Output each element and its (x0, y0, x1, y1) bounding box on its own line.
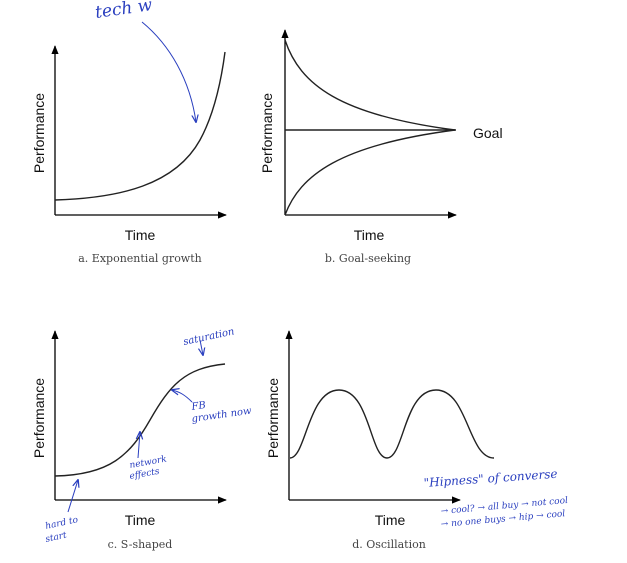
y-axis-label: Performance (31, 93, 47, 173)
caption: c. S-shaped (108, 538, 173, 551)
annotation-hipness: "Hipness" of converse (423, 467, 558, 490)
oscillation-curve (289, 389, 495, 459)
panel-s-shaped: Performance Time c. S-shaped (31, 330, 227, 551)
panel-exponential-growth: Performance Time a. Exponential growth (31, 45, 227, 265)
annotation-network-arrow (138, 432, 140, 459)
x-axis-label: Time (375, 512, 406, 528)
y-axis-label: Performance (259, 93, 275, 173)
caption: d. Oscillation (352, 538, 426, 551)
y-axis-label: Performance (31, 378, 47, 458)
goal-label: Goal (473, 125, 503, 141)
annotation-fb-arrow (172, 390, 193, 403)
handwritten-annotations: tech w saturation FB growth now network … (45, 0, 569, 545)
y-axis-label: Performance (265, 378, 281, 458)
annotation-saturation-arrow (200, 339, 203, 355)
s-curve (54, 363, 226, 477)
x-axis-label: Time (354, 227, 385, 243)
x-axis-label: Time (125, 227, 156, 243)
annotation-hard-to: hard to (45, 515, 80, 532)
annotation-tech-arrow (141, 21, 196, 122)
growth-from-below-curve (284, 129, 456, 216)
caption: b. Goal-seeking (325, 252, 411, 265)
panel-oscillation: Performance Time d. Oscillation (265, 330, 495, 551)
annotation-start: start (45, 531, 69, 545)
decay-from-above-curve (284, 39, 456, 131)
caption: a. Exponential growth (78, 252, 201, 265)
annotation-saturation: saturation (182, 326, 235, 348)
panel-goal-seeking: Goal Performance Time b. Goal-seeking (259, 29, 503, 265)
exponential-curve (54, 51, 226, 201)
annotation-fb: FB (190, 400, 207, 413)
x-axis-label: Time (125, 512, 156, 528)
annotation-tech: tech w (94, 0, 154, 23)
annotation-hard-arrow (67, 480, 78, 513)
